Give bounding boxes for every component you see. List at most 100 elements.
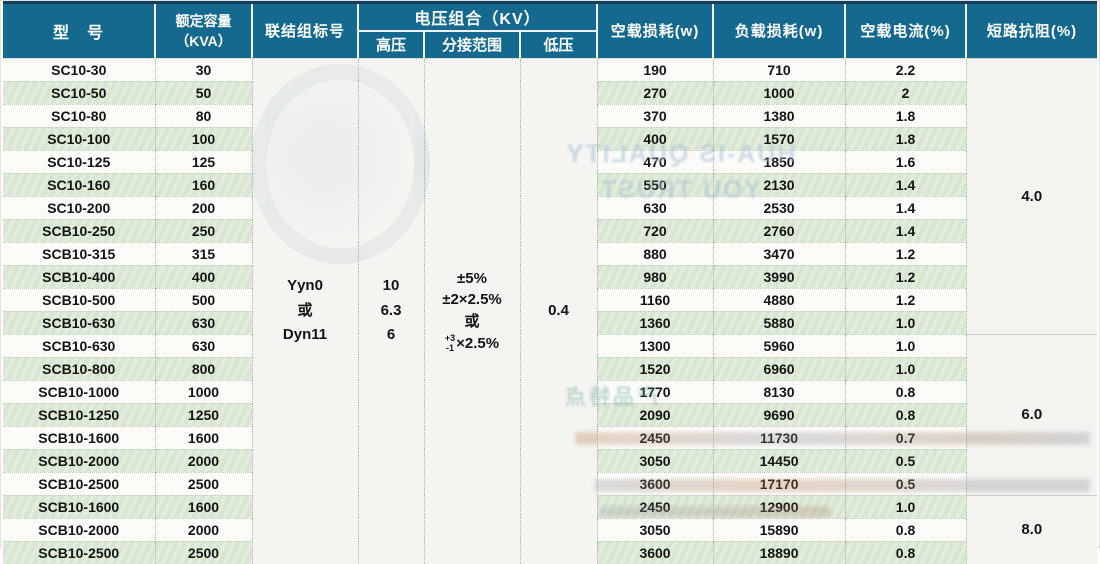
model-cell: SCB10-630 — [3, 310, 155, 334]
load-loss-cell: 9690 — [712, 402, 846, 426]
no-load-current-cell: 0.5 — [844, 448, 967, 472]
model-cell: SCB10-1600 — [3, 494, 155, 518]
capacity-cell: 800 — [154, 356, 252, 380]
no-load-current-cell: 1.2 — [844, 264, 967, 288]
header-rated-capacity-line2: （KVA） — [175, 32, 232, 49]
no-load-loss-cell: 2090 — [596, 402, 714, 426]
no-load-current-cell: 1.0 — [844, 494, 967, 518]
model-cell: SC10-100 — [3, 126, 155, 150]
header-rated-capacity-line1: 额定容量 — [175, 12, 232, 29]
model-cell: SCB10-630 — [3, 333, 155, 357]
load-loss-cell: 5960 — [712, 333, 846, 357]
capacity-cell: 1250 — [154, 402, 252, 426]
header-vector-group: 联结组标号 — [251, 4, 358, 58]
spec-table-container: 型 号 额定容量 （KVA） 联结组标号 电压组合（KV） 空载损耗(w) 负载… — [3, 1, 1097, 564]
header-voltage-combo: 电压组合（KV） — [356, 4, 598, 31]
load-loss-cell: 3990 — [712, 264, 846, 288]
tap-fraction-suffix: ×2.5% — [456, 334, 500, 352]
capacity-cell: 1000 — [154, 379, 252, 403]
high-voltage-cell: 10 6.3 6 — [357, 57, 424, 564]
no-load-current-cell: 1.8 — [844, 126, 967, 150]
no-load-current-cell: 0.5 — [844, 471, 967, 495]
no-load-current-cell: 1.8 — [844, 103, 967, 127]
load-loss-cell: 6960 — [712, 356, 846, 380]
load-loss-cell: 4880 — [712, 287, 846, 311]
header-low-voltage: 低压 — [518, 30, 598, 58]
no-load-loss-cell: 1360 — [596, 310, 714, 334]
no-load-current-cell: 1.4 — [844, 172, 967, 196]
no-load-current-cell: 1.0 — [844, 356, 967, 380]
no-load-current-cell: 1.6 — [844, 149, 967, 173]
load-loss-cell: 15890 — [712, 517, 846, 541]
capacity-cell: 2000 — [154, 448, 252, 472]
capacity-cell: 630 — [154, 310, 252, 334]
model-cell: SCB10-315 — [3, 241, 155, 265]
model-cell: SC10-125 — [3, 149, 155, 173]
capacity-cell: 160 — [154, 172, 252, 196]
capacity-cell: 30 — [154, 57, 252, 81]
model-cell: SC10-50 — [3, 80, 155, 104]
load-loss-cell: 8130 — [712, 379, 846, 403]
no-load-loss-cell: 2450 — [596, 494, 714, 518]
capacity-cell: 80 — [154, 103, 252, 127]
capacity-cell: 2500 — [154, 471, 252, 495]
load-loss-cell: 11730 — [712, 425, 846, 449]
no-load-current-cell: 2 — [844, 80, 967, 104]
no-load-current-cell: 1.2 — [844, 287, 967, 311]
capacity-cell: 1600 — [154, 425, 252, 449]
model-cell: SCB10-1250 — [3, 402, 155, 426]
no-load-current-cell: 1.0 — [844, 310, 967, 334]
no-load-loss-cell: 1770 — [596, 379, 714, 403]
tap-fraction-top: +3 — [444, 333, 456, 344]
capacity-cell: 200 — [154, 195, 252, 219]
capacity-cell: 50 — [154, 80, 252, 104]
model-cell: SC10-30 — [3, 57, 155, 81]
no-load-loss-cell: 1520 — [596, 356, 714, 380]
header-no-load-current: 空载电流(%) — [844, 4, 967, 58]
no-load-loss-cell: 470 — [596, 149, 714, 173]
load-loss-cell: 1000 — [712, 80, 846, 104]
no-load-loss-cell: 3050 — [596, 517, 714, 541]
no-load-loss-cell: 190 — [596, 57, 714, 81]
capacity-cell: 1600 — [154, 494, 252, 518]
no-load-loss-cell: 3050 — [596, 448, 714, 472]
model-cell: SCB10-1000 — [3, 379, 155, 403]
vector-group-line: Dyn11 — [282, 326, 328, 344]
model-cell: SCB10-2000 — [3, 517, 155, 541]
load-loss-cell: 1570 — [712, 126, 846, 150]
load-loss-cell: 1380 — [712, 103, 846, 127]
impedance-cell: 4.0 — [965, 57, 1097, 334]
load-loss-cell: 2130 — [712, 172, 846, 196]
header-high-voltage: 高压 — [357, 30, 424, 58]
high-voltage-line: 10 — [382, 276, 400, 294]
model-cell: SC10-80 — [3, 103, 155, 127]
no-load-loss-cell: 980 — [596, 264, 714, 288]
tap-range-line: ±5% — [457, 269, 487, 287]
no-load-loss-cell: 1160 — [596, 287, 714, 311]
no-load-loss-cell: 2450 — [596, 425, 714, 449]
capacity-cell: 400 — [154, 264, 252, 288]
no-load-current-cell: 0.8 — [844, 402, 967, 426]
no-load-loss-cell: 400 — [596, 126, 714, 150]
load-loss-cell: 14450 — [712, 448, 846, 472]
vector-group-line: 或 — [297, 301, 313, 319]
load-loss-cell: 5880 — [712, 310, 846, 334]
tap-fraction-bottom: -1 — [446, 342, 455, 353]
model-cell: SCB10-2500 — [3, 471, 155, 495]
load-loss-cell: 2530 — [712, 195, 846, 219]
no-load-current-cell: 0.8 — [844, 517, 967, 541]
header-model: 型 号 — [3, 4, 155, 58]
no-load-loss-cell: 270 — [596, 80, 714, 104]
header-tap-range: 分接范围 — [423, 30, 520, 58]
capacity-cell: 2500 — [154, 540, 252, 564]
no-load-current-cell: 0.8 — [844, 379, 967, 403]
impedance-cell: 6.0 — [965, 333, 1097, 495]
capacity-cell: 315 — [154, 241, 252, 265]
no-load-loss-cell: 1300 — [596, 333, 714, 357]
no-load-loss-cell: 370 — [596, 103, 714, 127]
header-no-load-loss: 空载损耗(w) — [596, 4, 714, 58]
no-load-current-cell: 1.2 — [844, 241, 967, 265]
transformer-spec-table: 型 号 额定容量 （KVA） 联结组标号 电压组合（KV） 空载损耗(w) 负载… — [3, 4, 1097, 564]
header-impedance: 短路抗阻(%) — [965, 4, 1097, 58]
model-cell: SCB10-2000 — [3, 448, 155, 472]
